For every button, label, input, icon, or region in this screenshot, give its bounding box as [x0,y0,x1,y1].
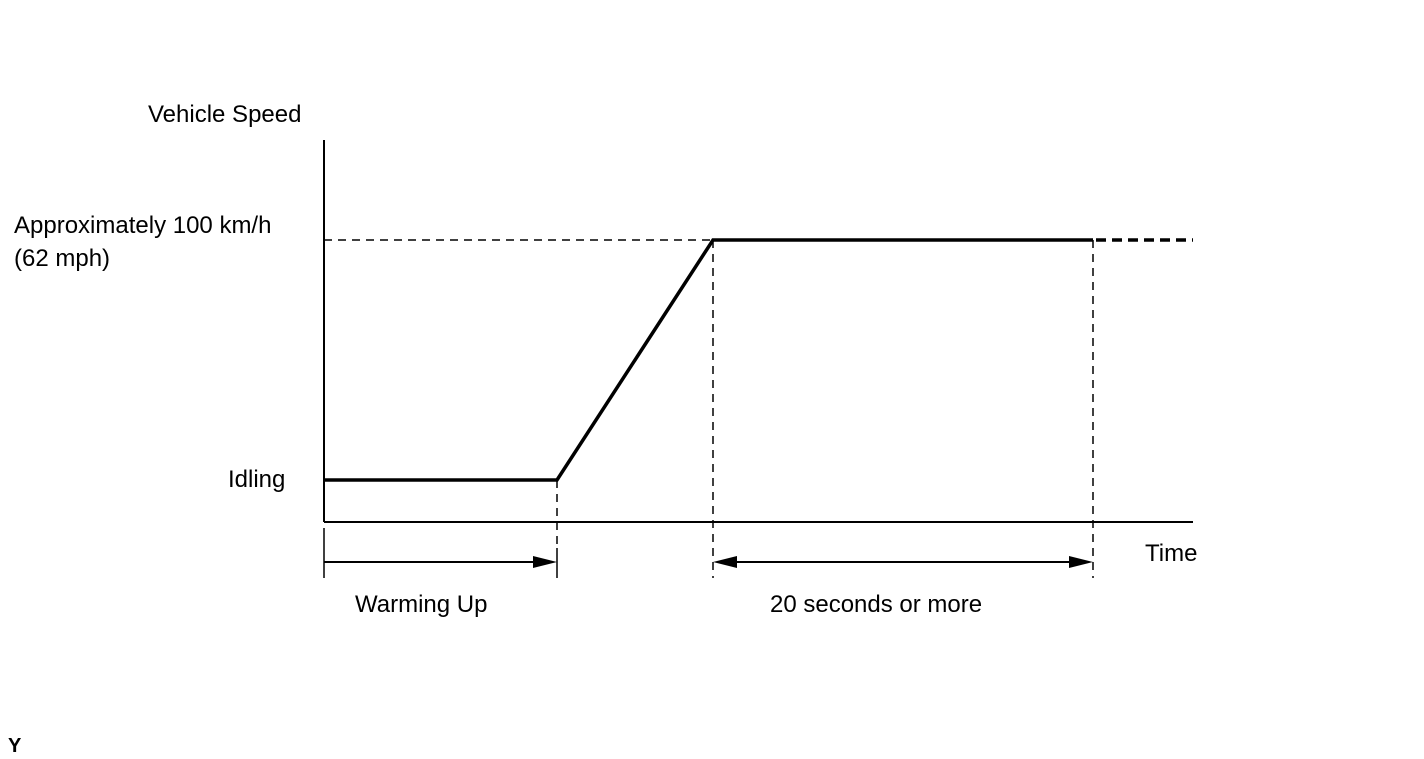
speed-profile-line [324,238,1093,482]
high-level-label: Approximately 100 km/h [14,212,271,239]
high-level-label-mph: (62 mph) [14,245,110,272]
idling-label: Idling [228,466,285,493]
warmup-arrowhead-icon [533,556,557,568]
hold-arrowhead-right-icon [1069,556,1093,568]
figure-code: Y [8,735,22,757]
x-axis-label: Time [1145,540,1197,567]
y-axis-label: Vehicle Speed [148,101,301,128]
hold-duration-label: 20 seconds or more [770,591,982,618]
hold-arrowhead-left-icon [713,556,737,568]
warmup-label: Warming Up [355,591,487,618]
